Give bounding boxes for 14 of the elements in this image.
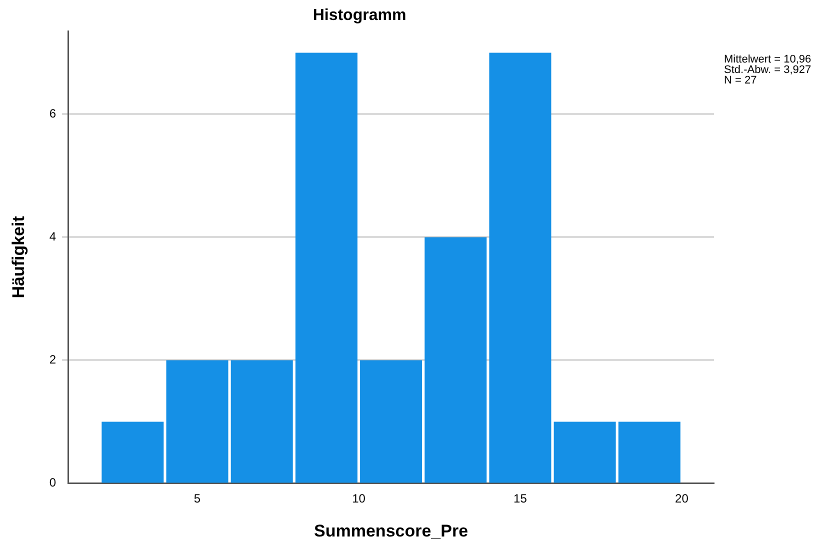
- x-tick-label: 10: [352, 492, 366, 506]
- y-tick-label: 4: [49, 230, 56, 244]
- x-tick-label: 20: [675, 492, 689, 506]
- chart-title: Histogramm: [312, 7, 406, 24]
- y-axis-title: Häufigkeit: [8, 216, 28, 298]
- text: Mittelwert = 10,96: [724, 54, 812, 66]
- text: Std.-Abw. = 3,927: [724, 64, 812, 76]
- x-tick-label: 5: [194, 492, 201, 506]
- y-tick-label: 6: [49, 106, 56, 121]
- y-tick-label: 2: [49, 352, 56, 367]
- text: N = 27: [724, 74, 757, 87]
- y-tick-label: 0: [49, 476, 56, 490]
- x-axis-title: Summenscore_Pre: [314, 521, 468, 540]
- x-tick-label: 15: [514, 492, 528, 506]
